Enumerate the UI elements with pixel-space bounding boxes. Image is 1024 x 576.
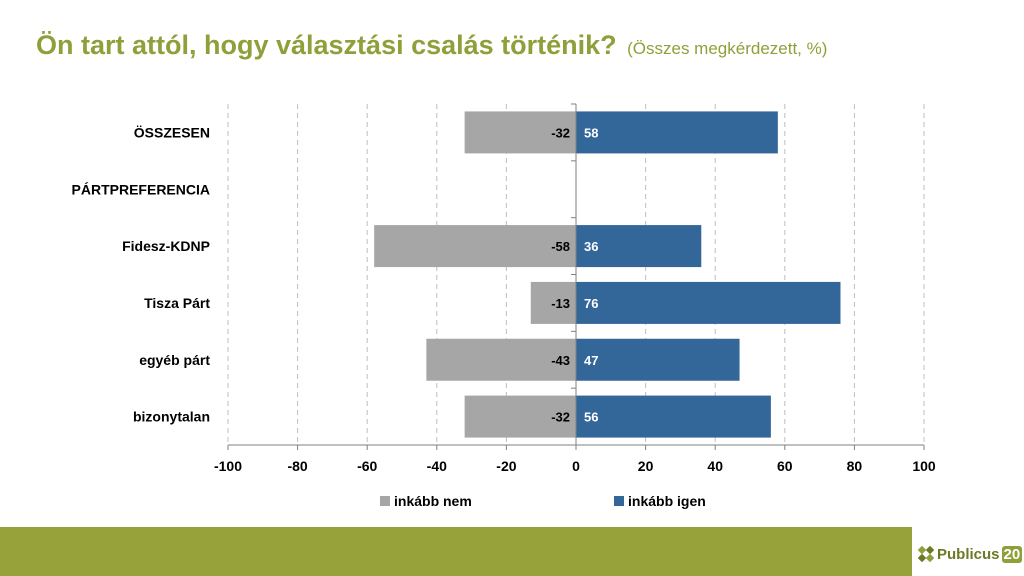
chart: -32 -58 -13 -43 -32 58 36 76 47 56 -100 -80 -60 -40 -2… [72,103,936,509]
x-tick-label: -20 [496,458,516,474]
x-tick-label: -80 [287,458,307,474]
x-tick-label: 20 [638,458,654,474]
bar [464,395,576,438]
x-tick-label: -40 [427,458,447,474]
bar [576,338,740,381]
category-label: Fidesz-KDNP [122,238,210,254]
data-label: -58 [551,239,570,254]
x-tick-label: 0 [572,458,580,474]
data-label: 76 [584,296,598,311]
bar [374,225,576,268]
x-tick-label: -60 [357,458,377,474]
bar [576,225,702,268]
data-label: -32 [551,410,570,425]
legend-swatch [380,496,390,506]
x-tick-label: -100 [214,458,242,474]
data-label: -43 [551,353,570,368]
publicus-logo: Publicus 20 [918,543,1023,565]
data-label: 47 [584,353,598,368]
footer-bar [0,527,912,576]
bar [530,281,576,324]
chart-title-block: Ön tart attól, hogy választási csalás tö… [36,30,827,61]
category-label: egyéb párt [139,352,210,368]
x-tick-label: 80 [847,458,863,474]
bar [576,111,778,154]
bar [576,281,841,324]
data-label: -13 [551,296,570,311]
x-tick-label: 40 [707,458,723,474]
chart-title: Ön tart attól, hogy választási csalás tö… [36,30,617,60]
data-label: 58 [584,125,598,140]
bar [576,395,771,438]
logo-brand: Publicus [937,545,1000,563]
chart-subtitle: (Összes megkérdezett, %) [627,39,828,58]
category-label: bizonytalan [133,409,210,425]
x-tick-label: 60 [777,458,793,474]
bar [464,111,576,154]
logo-mark-icon [918,546,934,562]
bar [426,338,576,381]
data-label: 56 [584,410,598,425]
logo-number: 20 [1001,545,1023,563]
data-label: -32 [551,125,570,140]
legend-label: inkább igen [628,493,706,509]
data-label: 36 [584,239,598,254]
legend-label: inkább nem [394,493,472,509]
category-label: ÖSSZESEN [134,124,210,140]
legend-swatch [614,496,624,506]
category-label: PÁRTPREFERENCIA [72,181,210,197]
x-tick-label: 100 [912,458,936,474]
category-label: Tisza Párt [144,295,210,311]
